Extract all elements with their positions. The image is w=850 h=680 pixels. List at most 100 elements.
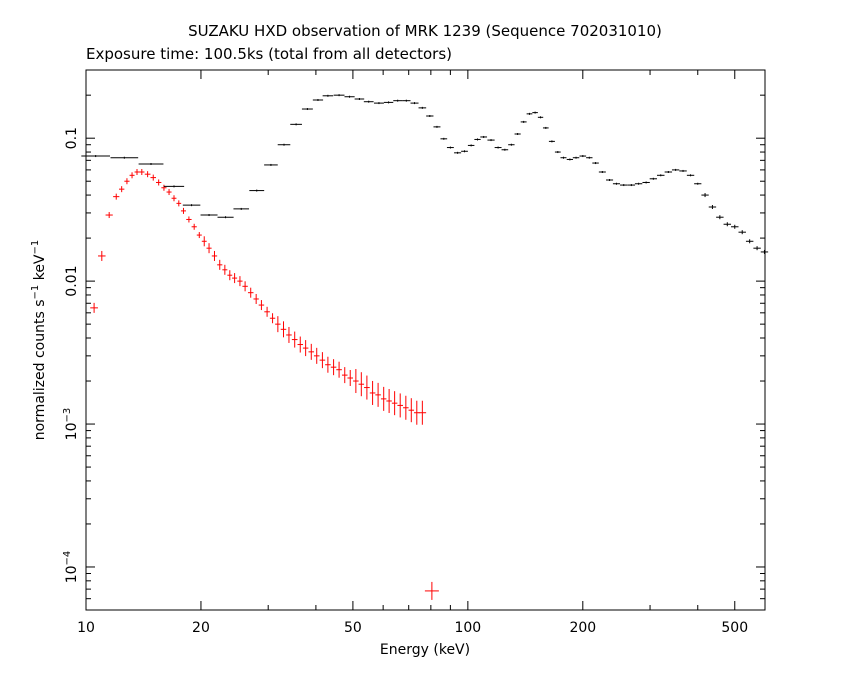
- data-point: [408, 398, 415, 423]
- data-point: [723, 222, 732, 227]
- data-point: [586, 156, 593, 159]
- data-point: [410, 102, 419, 105]
- data-point: [113, 193, 120, 200]
- data-point: [134, 169, 140, 176]
- data-point: [233, 207, 250, 210]
- y-axis-label-base: normalized counts s: [32, 299, 48, 440]
- data-point: [537, 116, 544, 119]
- data-point: [138, 162, 164, 165]
- data-point: [554, 151, 561, 154]
- data-point: [440, 137, 448, 140]
- data-point: [301, 108, 313, 111]
- data-point: [211, 250, 218, 261]
- data-point: [176, 200, 182, 207]
- x-tick-label: 100: [454, 620, 481, 636]
- data-point: [433, 125, 441, 128]
- data-point: [333, 94, 345, 97]
- data-point: [217, 216, 234, 219]
- data-point: [312, 99, 324, 102]
- data-point: [81, 155, 110, 158]
- data-point: [701, 193, 709, 198]
- data-point: [90, 302, 98, 313]
- data-point: [186, 216, 192, 223]
- data-series: [81, 94, 769, 600]
- data-point: [375, 382, 381, 407]
- data-point: [319, 352, 326, 369]
- data-point: [480, 135, 488, 138]
- data-point: [606, 178, 614, 181]
- series-1: [81, 94, 769, 254]
- data-point: [217, 259, 223, 270]
- data-point: [566, 158, 574, 161]
- data-point: [634, 182, 643, 185]
- x-axis-label: Energy (keV): [380, 642, 470, 658]
- data-point: [760, 249, 769, 254]
- data-point: [686, 174, 695, 177]
- data-point: [354, 98, 365, 101]
- x-tick-label: 20: [192, 620, 210, 636]
- data-point: [694, 182, 702, 185]
- data-point: [508, 143, 515, 146]
- data-point: [426, 114, 434, 117]
- data-point: [129, 172, 135, 179]
- data-point: [386, 388, 392, 413]
- data-point: [418, 400, 427, 425]
- data-point: [139, 169, 145, 176]
- data-point: [397, 393, 404, 418]
- data-point: [196, 232, 202, 239]
- data-point: [708, 205, 717, 210]
- data-point: [572, 156, 580, 159]
- data-point: [110, 156, 139, 159]
- x-tick-label: 50: [344, 620, 362, 636]
- chart-title: SUZAKU HXD observation of MRK 1239 (Sequ…: [188, 22, 662, 40]
- data-point: [156, 179, 162, 186]
- data-point: [380, 386, 387, 411]
- data-point: [330, 359, 337, 376]
- data-point: [418, 106, 427, 109]
- data-point: [206, 243, 212, 254]
- data-point: [391, 391, 398, 416]
- data-point: [592, 162, 599, 165]
- data-point: [144, 171, 151, 178]
- data-point: [627, 184, 636, 187]
- data-point: [313, 347, 320, 364]
- data-point: [249, 189, 265, 192]
- y-tick-label: 10−4: [62, 551, 80, 584]
- data-point: [163, 185, 185, 188]
- data-point: [344, 95, 355, 98]
- data-point: [253, 293, 259, 304]
- data-point: [612, 182, 621, 185]
- data-point: [501, 148, 509, 151]
- data-point: [363, 100, 374, 103]
- data-point: [520, 120, 527, 123]
- data-point: [124, 178, 130, 185]
- data-point: [180, 207, 187, 214]
- data-point: [201, 236, 207, 247]
- data-point: [474, 138, 481, 141]
- data-point: [731, 224, 739, 229]
- y-axis-label-mid: keV: [32, 254, 48, 285]
- data-point: [446, 146, 454, 149]
- data-point: [373, 102, 384, 105]
- data-point: [182, 204, 201, 207]
- data-point: [242, 281, 248, 292]
- x-tick-label: 200: [569, 620, 596, 636]
- data-point: [269, 313, 276, 324]
- data-point: [200, 214, 218, 217]
- y-axis-label-exp2: −1: [30, 240, 41, 255]
- data-point: [642, 181, 650, 184]
- data-point: [232, 273, 238, 284]
- data-point: [322, 94, 334, 97]
- y-axis-label-exp1: −1: [30, 285, 41, 300]
- data-point: [753, 246, 761, 251]
- data-point: [347, 369, 354, 386]
- data-point: [166, 189, 172, 196]
- data-point: [341, 367, 348, 384]
- data-point: [291, 331, 298, 348]
- data-point: [745, 239, 754, 244]
- data-point: [118, 186, 125, 193]
- data-point: [171, 195, 177, 202]
- data-point: [308, 343, 315, 360]
